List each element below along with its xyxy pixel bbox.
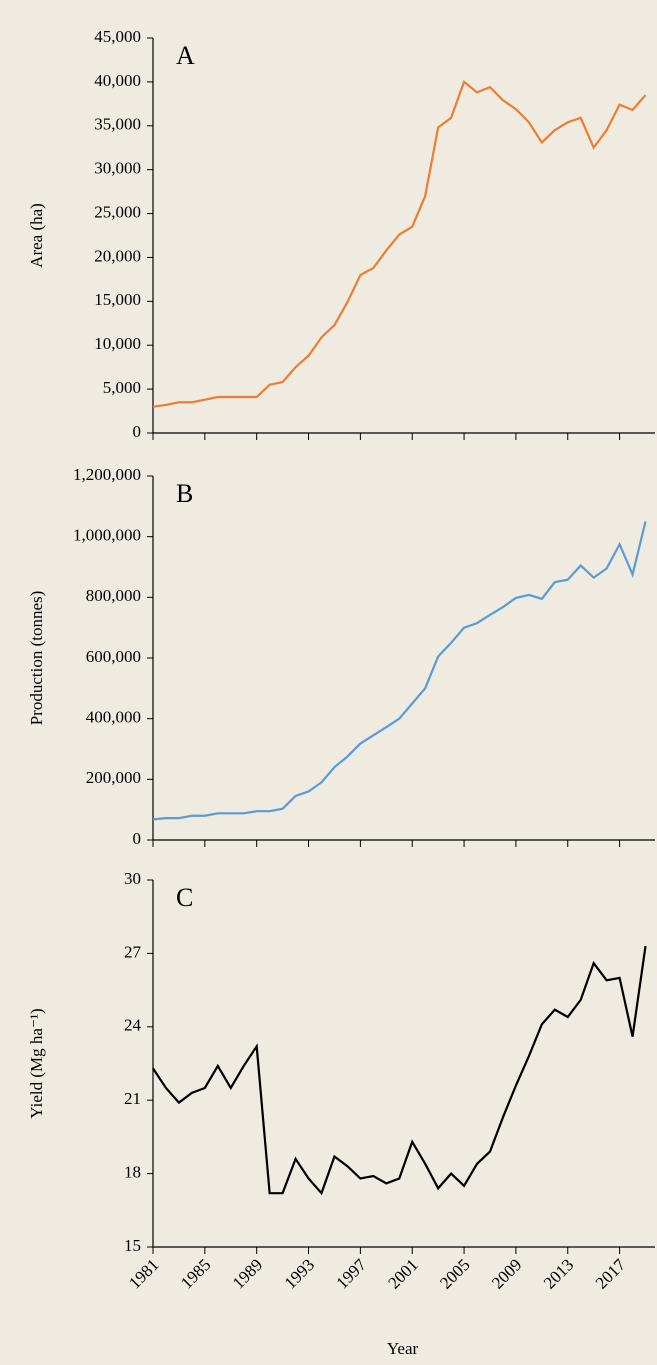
panel-label: A	[176, 41, 195, 70]
x-tick-label: 2005	[436, 1255, 473, 1292]
x-axis-label: Year	[387, 1339, 419, 1358]
data-line	[152, 521, 647, 821]
y-tick-label: 40,000	[94, 71, 141, 90]
y-tick-label: 15	[124, 1236, 141, 1255]
y-axis-label: Yield (Mg ha⁻¹)	[27, 1008, 46, 1118]
y-tick-label: 45,000	[94, 27, 141, 46]
data-line	[152, 80, 647, 408]
y-tick-label: 0	[133, 422, 142, 441]
x-tick-label: 1981	[125, 1255, 162, 1292]
y-tick-label: 25,000	[94, 202, 141, 221]
y-tick-label: 35,000	[94, 115, 141, 134]
x-tick-label: 2017	[592, 1255, 630, 1293]
y-tick-label: 10,000	[94, 334, 141, 353]
data-line	[152, 945, 647, 1196]
y-tick-label: 0	[133, 829, 142, 848]
y-tick-label: 200,000	[86, 768, 141, 787]
y-tick-label: 27	[124, 942, 142, 961]
y-tick-label: 600,000	[86, 647, 141, 666]
x-tick-label: 1989	[229, 1255, 266, 1292]
y-tick-label: 30	[124, 869, 141, 888]
y-tick-label: 21	[124, 1089, 141, 1108]
y-tick-label: 1,200,000	[73, 465, 141, 484]
x-tick-label: 1997	[332, 1255, 370, 1293]
x-tick-label: 2001	[384, 1255, 421, 1292]
y-tick-label: 24	[124, 1016, 142, 1035]
y-tick-label: 30,000	[94, 159, 141, 178]
x-tick-label: 2013	[540, 1255, 577, 1292]
y-tick-label: 15,000	[94, 290, 141, 309]
y-tick-label: 18	[124, 1163, 141, 1182]
y-tick-label: 1,000,000	[73, 526, 141, 545]
y-tick-label: 5,000	[103, 378, 141, 397]
panel-label: C	[176, 883, 193, 912]
y-tick-label: 20,000	[94, 246, 141, 265]
panel-label: B	[176, 479, 193, 508]
y-axis-label: Production (tonnes)	[27, 591, 46, 726]
y-axis-label: Area (ha)	[27, 203, 46, 268]
y-tick-label: 800,000	[86, 586, 141, 605]
y-tick-label: 400,000	[86, 708, 141, 727]
x-tick-label: 1985	[177, 1255, 214, 1292]
x-tick-label: 1993	[281, 1255, 318, 1292]
x-tick-label: 2009	[488, 1255, 525, 1292]
